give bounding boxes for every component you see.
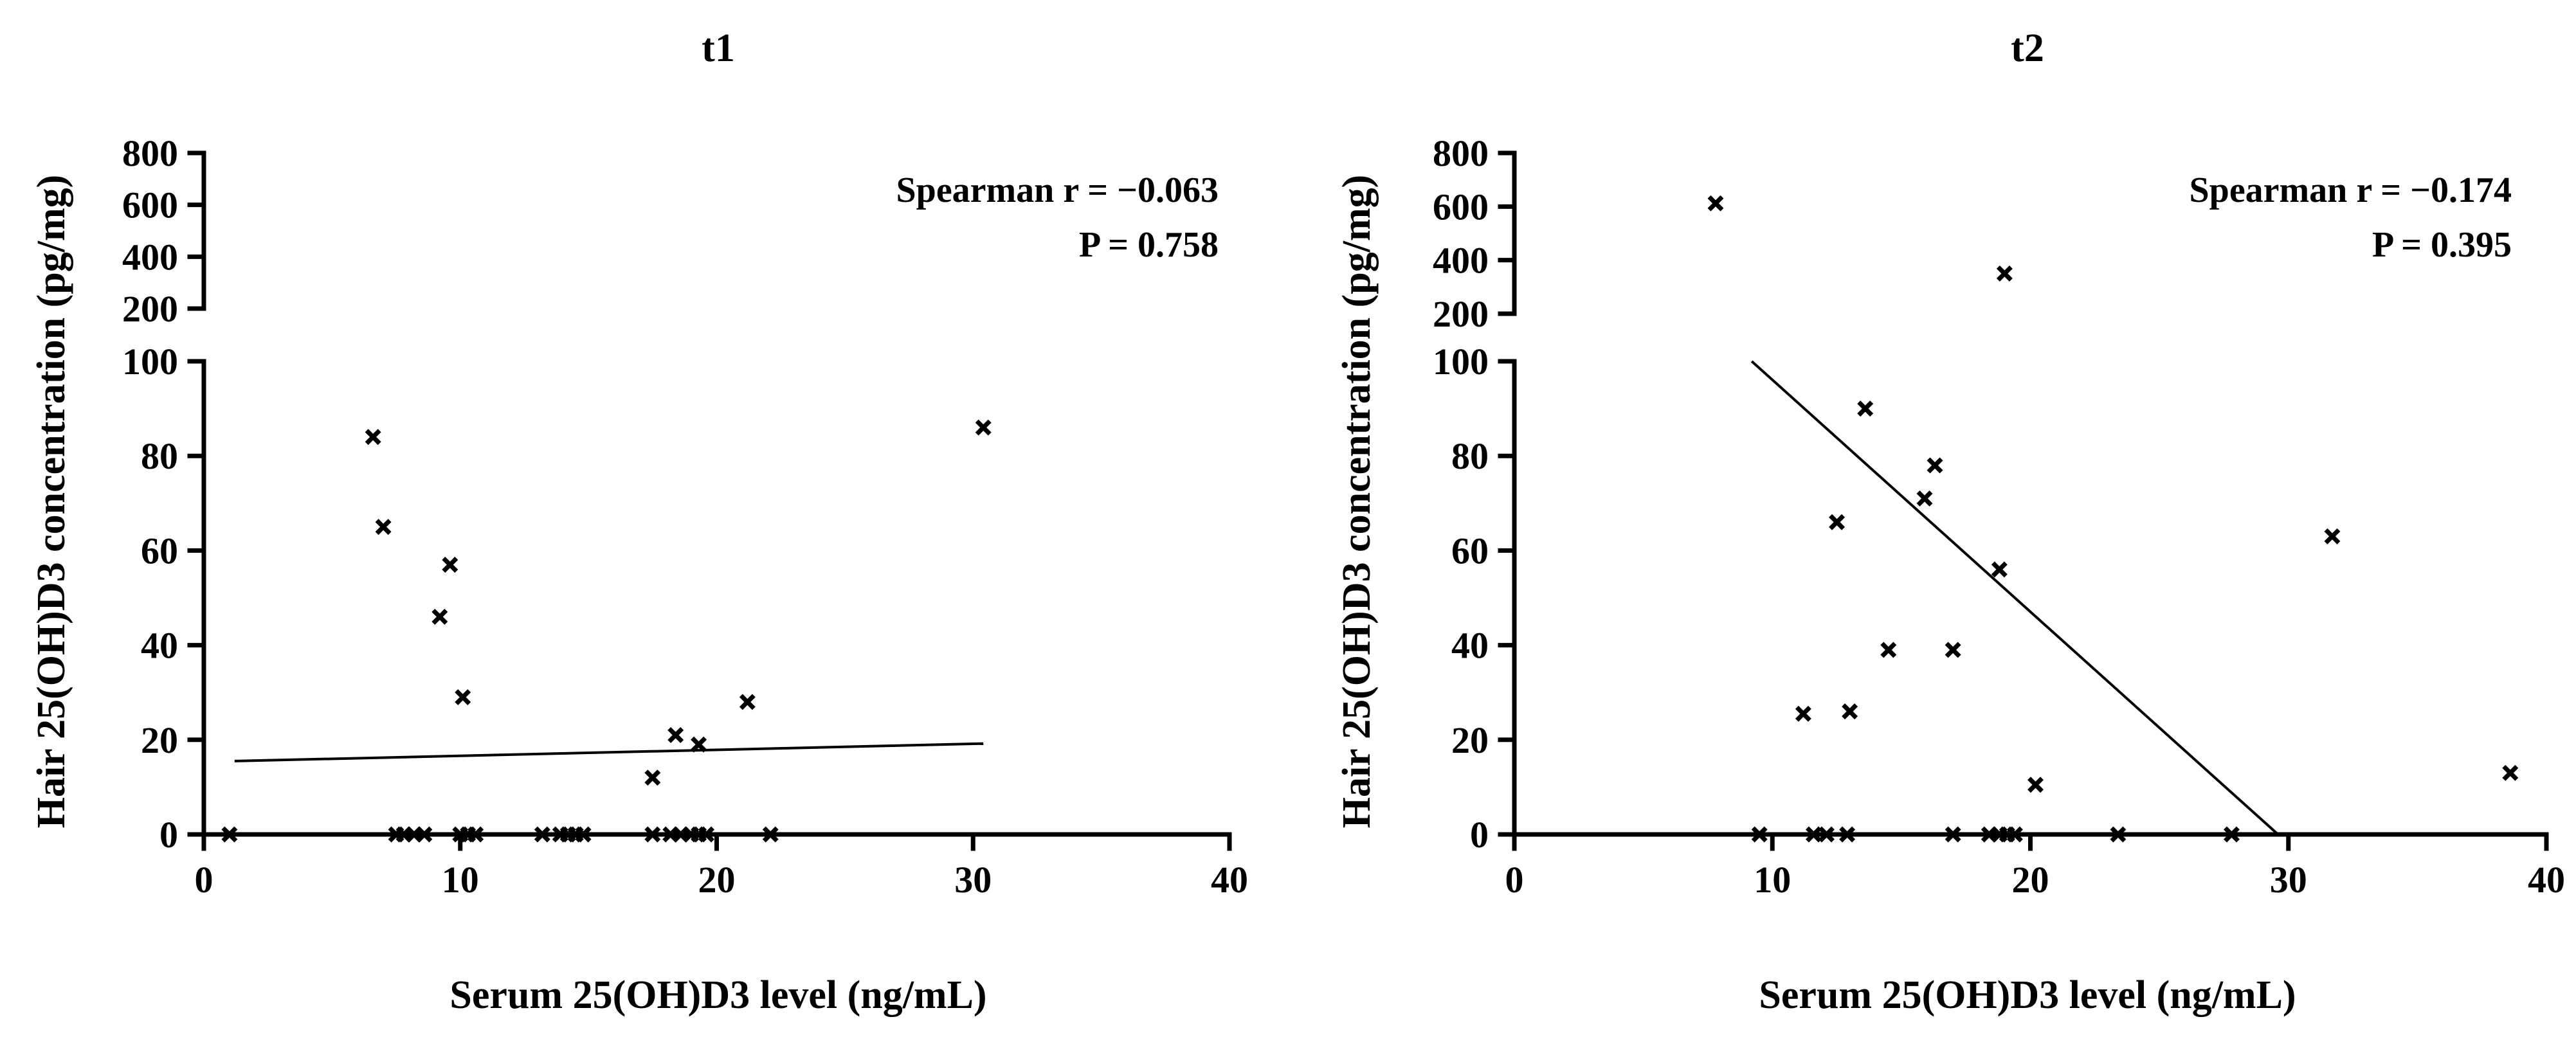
chart-title: t1 [702,26,735,70]
data-point [1927,457,1943,474]
x-tick-label: 40 [2528,859,2565,901]
data-point [1857,401,1874,417]
data-point [416,826,433,843]
data-point [975,419,992,436]
y-tick-label: 800 [122,132,178,174]
y-tick-label: 60 [1451,530,1489,572]
y-tick-label: 200 [122,288,178,330]
x-tick-label: 0 [1505,859,1524,901]
data-point [1945,642,1961,658]
data-point [2027,777,2044,793]
panel-t1: t1 Hair 25(OH)D3 concentration (pg/mg) S… [30,26,1248,1017]
regression-line [1750,360,2280,836]
chart-title: t2 [2011,26,2044,70]
x-tick-label: 10 [1754,859,1791,901]
data-point [1880,642,1897,658]
x-tick-label: 30 [2270,859,2307,901]
data-point [221,826,238,843]
x-tick-label: 40 [1211,859,1248,901]
y-tick-label: 800 [1433,132,1489,174]
y-tick-label: 100 [1433,341,1489,382]
y-tick-label: 100 [122,341,178,382]
data-point [644,826,661,843]
data-point [2502,764,2519,781]
x-tick-label: 0 [195,859,213,901]
data-point [1819,826,1835,843]
data-point [455,689,471,706]
data-point [1842,703,1858,720]
data-point [2006,826,2023,843]
x-axis-title: Serum 25(OH)D3 level (ng/mL) [1759,973,2296,1017]
data-point [1945,826,1961,843]
y-tick-label: 80 [141,435,178,477]
regression-line [234,742,984,762]
data-point [762,826,779,843]
y-tick-label: 60 [141,530,178,572]
data-point [534,826,550,843]
y-axis-title: Hair 25(OH)D3 concentration (pg/mg) [30,175,73,829]
y-axis-title: Hair 25(OH)D3 concentration (pg/mg) [1335,175,1379,829]
x-tick-label: 10 [442,859,479,901]
y-tick-label: 0 [1470,814,1489,856]
data-point [1707,195,1724,212]
y-tick-label: 40 [1451,625,1489,667]
data-point [698,826,715,843]
y-tick-label: 40 [141,625,178,667]
data-point [575,826,592,843]
y-tick-label: 20 [141,719,178,761]
y-tick-label: 600 [122,184,178,226]
x-tick-label: 30 [954,859,992,901]
y-tick-label: 20 [1451,719,1489,761]
data-point [2324,528,2341,544]
x-tick-label: 20 [2012,859,2049,901]
x-axis-title: Serum 25(OH)D3 level (ng/mL) [449,973,986,1017]
data-point [691,736,707,753]
y-tick-label: 80 [1451,435,1489,477]
data-point [1991,561,2008,578]
data-point [1829,514,1846,530]
p-value-label: P = 0.395 [2372,225,2512,265]
y-tick-label: 400 [122,236,178,278]
y-tick-label: 0 [159,814,178,856]
data-point [667,726,684,743]
p-value-label: P = 0.758 [1079,225,1219,265]
data-point [431,608,448,625]
y-tick-label: 600 [1433,186,1489,228]
spearman-r-label: Spearman r = −0.174 [2190,170,2512,210]
data-point [442,557,458,573]
data-point [375,519,392,536]
data-point [365,429,381,446]
data-point [2110,826,2127,843]
data-point [1839,826,1856,843]
x-tick-label: 20 [698,859,736,901]
data-point [1805,826,1822,843]
y-tick-label: 400 [1433,240,1489,282]
data-point [1795,705,1811,722]
data-point [467,826,484,843]
y-tick-label: 200 [1433,293,1489,335]
panel-t2: t2 Hair 25(OH)D3 concentration (pg/mg) S… [1335,26,2565,1017]
data-point [644,770,661,786]
data-point [739,694,756,710]
data-point [1916,490,1933,507]
data-point [1996,266,2013,282]
data-point [1751,826,1768,843]
spearman-r-label: Spearman r = −0.063 [896,170,1219,210]
data-point [2224,826,2240,843]
